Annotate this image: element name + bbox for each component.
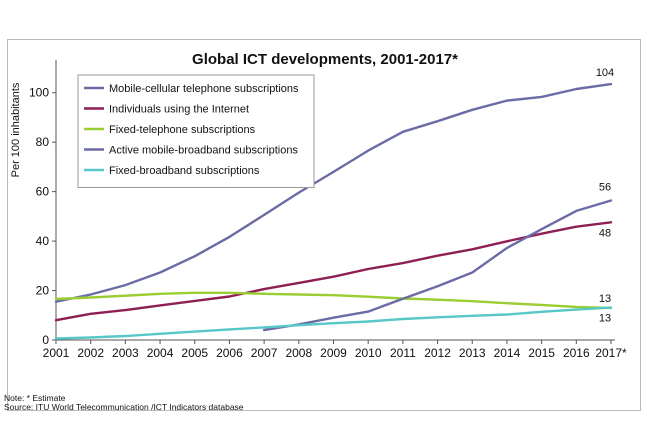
x-tick-label: 2016 [563, 346, 590, 360]
x-tick-label: 2014 [494, 346, 521, 360]
legend-entry: Fixed-broadband subscriptions [109, 165, 260, 177]
series-line-0 [54, 82, 613, 303]
x-tick-label: 2013 [459, 346, 486, 360]
y-tick-label: 20 [36, 284, 50, 298]
series-line-4 [54, 306, 613, 340]
x-tick-label: 2004 [147, 346, 174, 360]
note-text: Note: * Estimate [4, 393, 66, 403]
y-tick-label: 60 [36, 185, 50, 199]
x-tick-label: 2003 [112, 346, 139, 360]
x-tick-label: 2006 [216, 346, 243, 360]
end-value-label: 48 [599, 227, 611, 239]
source-text: Source: ITU World Telecommunication /ICT… [4, 402, 244, 412]
x-tick-label: 2015 [528, 346, 555, 360]
y-tick-label: 40 [36, 234, 50, 248]
x-tick-label: 2002 [77, 346, 104, 360]
legend-entry: Mobile-cellular telephone subscriptions [109, 83, 299, 95]
series-line-3 [262, 199, 613, 332]
x-tick-label: 2010 [355, 346, 382, 360]
x-tick-label: 2012 [424, 346, 451, 360]
legend-box [77, 74, 315, 188]
x-tick-label: 2008 [285, 346, 312, 360]
chart-frame [7, 39, 641, 411]
legend-entry: Fixed-telephone subscriptions [109, 124, 256, 136]
x-tick-label: 2005 [181, 346, 208, 360]
y-tick-label: 0 [42, 333, 49, 347]
y-tick-label: 100 [29, 86, 49, 100]
chart-title: Global ICT developments, 2001-2017* [192, 51, 458, 68]
series-line-2 [54, 291, 613, 310]
legend-entry: Active mobile-broadband subscriptions [109, 145, 298, 157]
x-tick-label: 2007 [251, 346, 278, 360]
series-lines [54, 82, 613, 340]
axes: 0 20 40 60 80 100 2001 2002 2003 2004 2005 2006 2007… [29, 60, 627, 360]
y-tick-label: 80 [36, 135, 50, 149]
end-value-label: 13 [599, 293, 611, 305]
x-tick-label: 2009 [320, 346, 347, 360]
series-line-1 [54, 221, 613, 322]
end-labels: 104 56 48 13 13 [596, 67, 614, 325]
legend: Mobile-cellular telephone subscriptions I… [77, 74, 315, 188]
end-value-label: 13 [599, 313, 611, 325]
x-tick-label: 2017* [595, 346, 627, 360]
end-value-label: 104 [596, 67, 614, 79]
end-value-label: 56 [599, 182, 611, 194]
x-tick-label: 2011 [390, 346, 416, 360]
y-axis-label: Per 100 inhabitants [10, 82, 22, 177]
x-tick-label: 2001 [43, 346, 70, 360]
legend-entry: Individuals using the Internet [109, 104, 249, 116]
